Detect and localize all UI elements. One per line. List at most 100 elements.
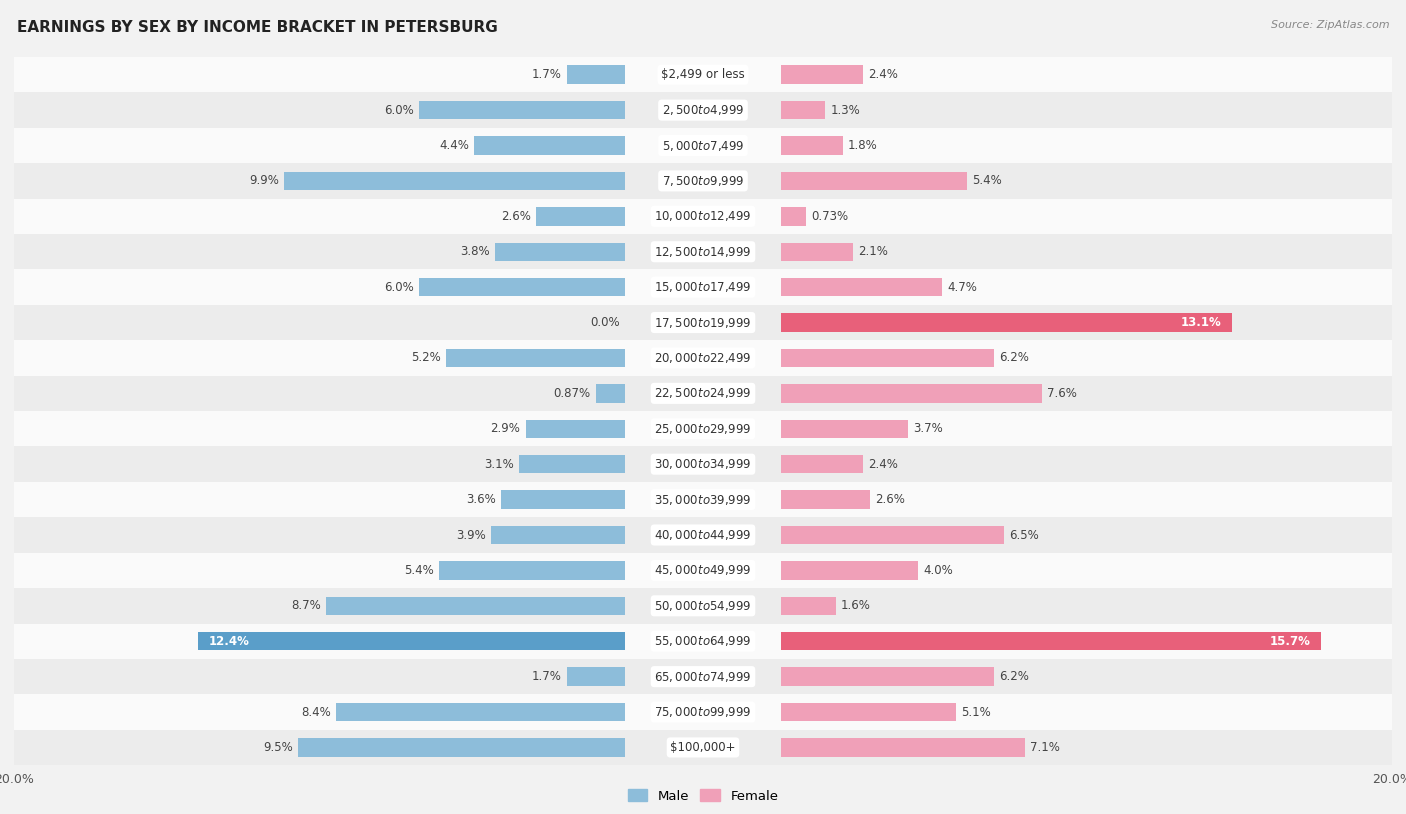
Text: EARNINGS BY SEX BY INCOME BRACKET IN PETERSBURG: EARNINGS BY SEX BY INCOME BRACKET IN PET… — [17, 20, 498, 35]
Text: 2.9%: 2.9% — [491, 422, 520, 435]
Text: 3.8%: 3.8% — [460, 245, 489, 258]
Bar — [567, 65, 626, 84]
Bar — [495, 243, 626, 261]
Bar — [14, 624, 1392, 659]
Bar — [14, 482, 1392, 518]
Bar — [780, 419, 908, 438]
Text: $40,000 to $44,999: $40,000 to $44,999 — [654, 528, 752, 542]
Text: $75,000 to $99,999: $75,000 to $99,999 — [654, 705, 752, 719]
Bar — [567, 667, 626, 686]
Text: $55,000 to $64,999: $55,000 to $64,999 — [654, 634, 752, 648]
Bar — [284, 172, 626, 190]
Bar — [14, 234, 1392, 269]
Bar — [14, 128, 1392, 163]
Text: $50,000 to $54,999: $50,000 to $54,999 — [654, 599, 752, 613]
Text: 0.0%: 0.0% — [591, 316, 620, 329]
Text: 8.7%: 8.7% — [291, 599, 321, 612]
Text: 4.7%: 4.7% — [948, 281, 977, 294]
Bar — [14, 411, 1392, 446]
Bar — [780, 172, 966, 190]
Text: $20,000 to $22,499: $20,000 to $22,499 — [654, 351, 752, 365]
Bar — [14, 588, 1392, 624]
Bar — [198, 632, 626, 650]
Bar — [519, 455, 626, 474]
Text: 2.4%: 2.4% — [869, 457, 898, 470]
Text: 12.4%: 12.4% — [208, 635, 249, 648]
Bar — [14, 694, 1392, 730]
Text: Source: ZipAtlas.com: Source: ZipAtlas.com — [1271, 20, 1389, 30]
Text: $25,000 to $29,999: $25,000 to $29,999 — [654, 422, 752, 435]
Text: $2,500 to $4,999: $2,500 to $4,999 — [662, 103, 744, 117]
Bar — [14, 518, 1392, 553]
Text: 6.0%: 6.0% — [384, 103, 413, 116]
Bar — [491, 526, 626, 545]
Text: $2,499 or less: $2,499 or less — [661, 68, 745, 81]
Text: $35,000 to $39,999: $35,000 to $39,999 — [654, 492, 752, 506]
Bar — [14, 340, 1392, 375]
Text: 1.7%: 1.7% — [531, 68, 562, 81]
Text: 5.2%: 5.2% — [412, 352, 441, 365]
Bar — [14, 269, 1392, 304]
Bar — [780, 65, 863, 84]
Bar — [780, 207, 806, 225]
Text: 3.1%: 3.1% — [484, 457, 513, 470]
Bar — [14, 199, 1392, 234]
Text: 1.7%: 1.7% — [531, 670, 562, 683]
Text: $22,500 to $24,999: $22,500 to $24,999 — [654, 387, 752, 400]
Bar — [419, 101, 626, 120]
Text: $100,000+: $100,000+ — [671, 741, 735, 754]
Text: 2.6%: 2.6% — [501, 210, 531, 223]
Bar — [780, 632, 1322, 650]
Text: 6.0%: 6.0% — [384, 281, 413, 294]
Text: $15,000 to $17,499: $15,000 to $17,499 — [654, 280, 752, 294]
Bar — [14, 304, 1392, 340]
Text: 5.1%: 5.1% — [962, 706, 991, 719]
Bar — [780, 348, 994, 367]
Text: 1.8%: 1.8% — [848, 139, 877, 152]
Bar — [14, 446, 1392, 482]
Text: 0.87%: 0.87% — [553, 387, 591, 400]
Text: 0.73%: 0.73% — [811, 210, 848, 223]
Bar — [526, 419, 626, 438]
Text: 4.4%: 4.4% — [439, 139, 468, 152]
Bar — [336, 702, 626, 721]
Bar — [326, 597, 626, 615]
Bar — [14, 375, 1392, 411]
Text: $30,000 to $34,999: $30,000 to $34,999 — [654, 457, 752, 471]
Bar — [536, 207, 626, 225]
Bar — [780, 101, 825, 120]
Text: $45,000 to $49,999: $45,000 to $49,999 — [654, 563, 752, 577]
Text: 4.0%: 4.0% — [924, 564, 953, 577]
Bar — [596, 384, 626, 403]
Bar — [14, 163, 1392, 199]
Bar — [298, 738, 626, 757]
Bar — [780, 667, 994, 686]
Bar — [780, 597, 835, 615]
Text: 1.3%: 1.3% — [831, 103, 860, 116]
Text: 3.6%: 3.6% — [467, 493, 496, 506]
Text: $12,500 to $14,999: $12,500 to $14,999 — [654, 245, 752, 259]
Bar — [14, 553, 1392, 588]
Text: 2.1%: 2.1% — [858, 245, 887, 258]
Text: 5.4%: 5.4% — [405, 564, 434, 577]
Text: $5,000 to $7,499: $5,000 to $7,499 — [662, 138, 744, 152]
Bar — [14, 730, 1392, 765]
Text: 9.5%: 9.5% — [263, 741, 292, 754]
Bar — [780, 243, 853, 261]
Bar — [780, 561, 918, 580]
Bar — [780, 526, 1004, 545]
Bar — [474, 136, 626, 155]
Bar — [502, 490, 626, 509]
Text: 6.2%: 6.2% — [1000, 352, 1029, 365]
Text: 8.4%: 8.4% — [301, 706, 330, 719]
Bar — [14, 659, 1392, 694]
Text: 2.4%: 2.4% — [869, 68, 898, 81]
Text: 6.5%: 6.5% — [1010, 528, 1039, 541]
Bar — [780, 455, 863, 474]
Text: 13.1%: 13.1% — [1181, 316, 1222, 329]
Text: 9.9%: 9.9% — [249, 174, 280, 187]
Text: 5.4%: 5.4% — [972, 174, 1001, 187]
Bar — [780, 136, 842, 155]
Bar — [780, 384, 1042, 403]
Bar — [780, 490, 870, 509]
